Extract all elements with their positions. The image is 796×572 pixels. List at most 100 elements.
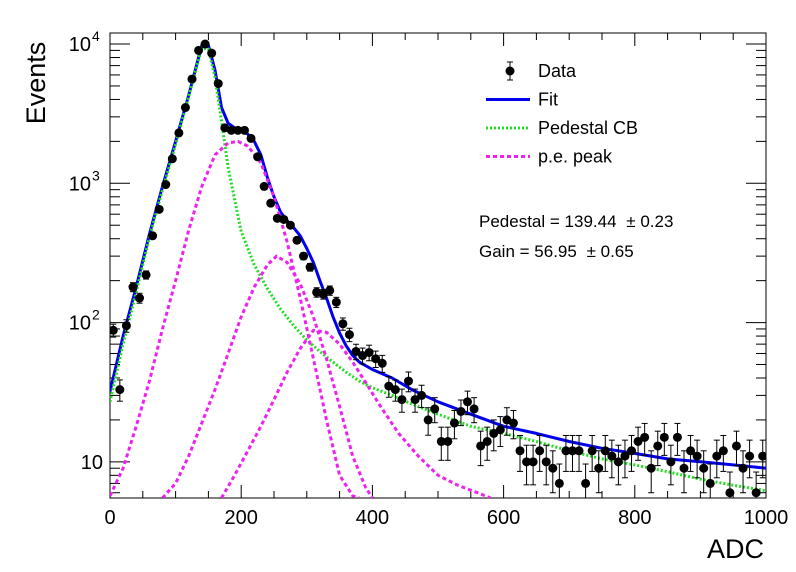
data-point: [620, 439, 630, 479]
data-point: [266, 198, 276, 208]
data-marker: [712, 451, 722, 461]
data-point: [554, 463, 564, 498]
data-marker: [718, 446, 728, 456]
data-marker: [666, 457, 676, 467]
data-point: [574, 434, 584, 472]
data-point: [731, 430, 741, 467]
data-marker: [731, 441, 741, 451]
data-point: [135, 292, 145, 304]
data-marker: [305, 262, 315, 272]
data-marker: [508, 418, 518, 428]
x-tick-label: 800: [618, 507, 651, 529]
data-point: [718, 434, 728, 472]
y-tick-label: 10: [69, 34, 91, 56]
data-marker: [239, 125, 249, 135]
data-marker: [594, 463, 604, 473]
data-marker: [207, 48, 217, 58]
data-marker: [627, 446, 637, 456]
data-point: [738, 450, 748, 494]
data-point: [443, 426, 453, 461]
data-marker: [121, 321, 131, 331]
data-marker: [371, 354, 381, 364]
data-point: [613, 444, 623, 486]
data-marker: [443, 436, 453, 446]
data-point: [692, 439, 702, 479]
data-point: [666, 444, 676, 486]
data-marker: [567, 446, 577, 456]
data-point: [495, 416, 505, 448]
data-marker: [325, 285, 335, 295]
y-tick-label: 10: [69, 173, 91, 195]
data-point: [299, 251, 309, 261]
x-tick-label: 1000: [744, 507, 789, 529]
data-point: [567, 434, 577, 472]
data-point: [174, 128, 184, 138]
data-marker: [745, 451, 755, 461]
data-marker: [135, 293, 145, 303]
data-point: [200, 39, 210, 49]
data-marker: [659, 432, 669, 442]
data-marker: [154, 204, 164, 214]
data-point: [187, 74, 197, 84]
p-e-peak-1-curve: [110, 139, 360, 498]
data-point: [110, 323, 118, 338]
data-point: [522, 444, 532, 486]
data-marker: [607, 451, 617, 461]
data-marker: [548, 463, 558, 473]
data-point: [233, 125, 243, 135]
data-point: [476, 430, 486, 467]
data-point: [456, 399, 466, 427]
data-point: [745, 439, 755, 479]
data-point: [259, 181, 269, 191]
y-axis-label: Events: [21, 42, 51, 125]
annotation-gain: Gain = 56.95 ± 0.65: [479, 242, 634, 261]
data-point: [207, 48, 217, 58]
data-point: [482, 426, 492, 461]
data-points: [110, 39, 766, 498]
data-point: [377, 354, 387, 373]
data-point: [469, 397, 479, 424]
y-tick-label: 10: [81, 452, 103, 474]
data-point: [627, 434, 637, 472]
data-marker: [640, 432, 650, 442]
data-point: [279, 214, 289, 224]
data-point: [751, 471, 761, 498]
data-marker: [522, 457, 532, 467]
data-point: [423, 407, 433, 436]
data-point: [712, 439, 722, 479]
data-point: [364, 344, 374, 362]
data-point: [561, 434, 571, 472]
fit-curve: [110, 43, 766, 470]
data-marker: [699, 463, 709, 473]
data-point: [167, 154, 177, 164]
data-marker: [758, 451, 766, 461]
data-marker: [456, 406, 466, 416]
data-marker: [259, 181, 269, 191]
data-point: [148, 231, 158, 241]
data-marker: [449, 418, 459, 428]
data-point: [705, 463, 715, 498]
annotation-gain-error: ± 0.65: [587, 242, 634, 261]
data-point: [331, 296, 341, 309]
legend-entry-data: Data: [505, 61, 577, 81]
data-point: [246, 133, 256, 143]
legend-entry-pedestal-cb: Pedestal CB: [486, 118, 638, 138]
data-marker: [620, 451, 630, 461]
data-marker: [292, 235, 302, 245]
data-marker: [489, 428, 499, 438]
data-point: [318, 289, 328, 300]
data-point: [725, 471, 735, 498]
legend-symbol-marker: [505, 66, 515, 76]
data-marker: [187, 74, 197, 84]
data-point: [594, 450, 604, 494]
data-point: [397, 388, 407, 413]
data-marker: [600, 446, 610, 456]
data-marker: [495, 425, 505, 435]
data-marker: [476, 441, 486, 451]
data-marker: [351, 346, 361, 356]
data-point: [535, 434, 545, 472]
data-point: [463, 390, 473, 416]
y-tick-exponent: 4: [92, 28, 100, 44]
data-marker: [397, 395, 407, 405]
